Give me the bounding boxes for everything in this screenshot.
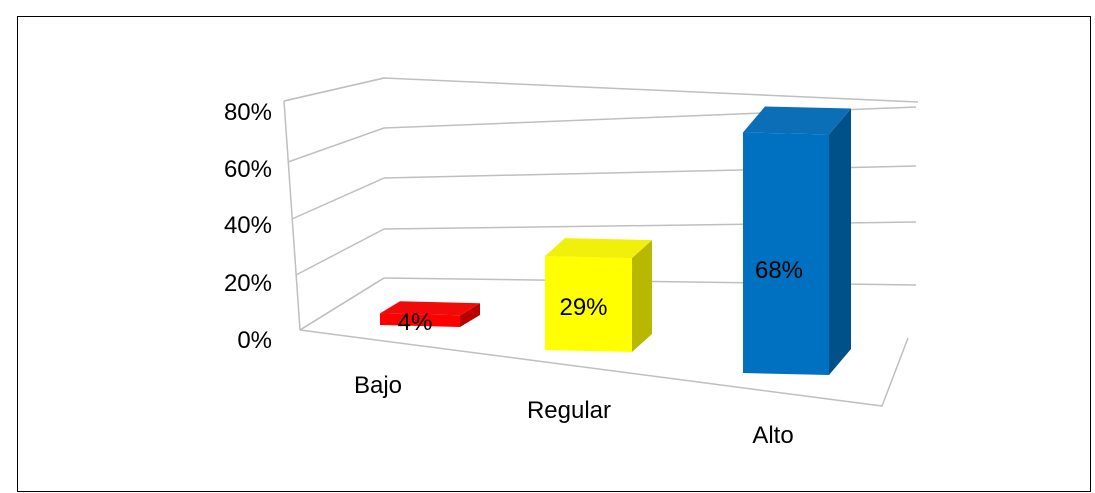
x-category-label: Alto xyxy=(752,422,793,449)
side-wall-front-edge xyxy=(283,100,301,331)
data-labels: 4% 29% 68% xyxy=(398,257,803,336)
gridline-side xyxy=(283,77,385,102)
y-tick-label: 0% xyxy=(237,327,272,354)
data-label: 29% xyxy=(559,294,607,321)
bar-front-face xyxy=(545,256,632,352)
bar-front-face xyxy=(380,313,460,327)
bar-regular xyxy=(545,238,652,352)
gridline-side xyxy=(291,177,385,220)
y-tick-label: 20% xyxy=(224,270,272,297)
floor-front-edge xyxy=(299,329,909,407)
y-tick-label: 40% xyxy=(224,212,272,239)
bars xyxy=(380,106,851,375)
gridline-side xyxy=(295,228,385,276)
back-wall-top-edge xyxy=(283,77,919,103)
bar-side-face xyxy=(829,108,851,375)
y-tick-label: 80% xyxy=(224,99,272,126)
x-category-label: Regular xyxy=(527,397,611,424)
y-axis-ticks: 0% 20% 40% 60% 80% xyxy=(224,99,272,354)
bar-top-face xyxy=(743,106,851,135)
bar-alto xyxy=(743,106,851,375)
bar-side-face xyxy=(632,240,652,352)
x-axis-categories: Bajo Regular Alto xyxy=(354,372,794,449)
bar-side-face xyxy=(460,303,480,327)
gridline-side xyxy=(287,127,385,163)
y-tick-label: 60% xyxy=(224,156,272,183)
bar-bajo xyxy=(380,301,480,327)
data-label: 68% xyxy=(755,257,803,284)
bar-top-face xyxy=(545,238,652,259)
bar-front-face xyxy=(743,132,829,375)
data-label: 4% xyxy=(398,309,433,336)
gridline-side xyxy=(299,277,385,331)
x-category-label: Bajo xyxy=(354,372,402,399)
bar-top-face xyxy=(380,301,480,316)
